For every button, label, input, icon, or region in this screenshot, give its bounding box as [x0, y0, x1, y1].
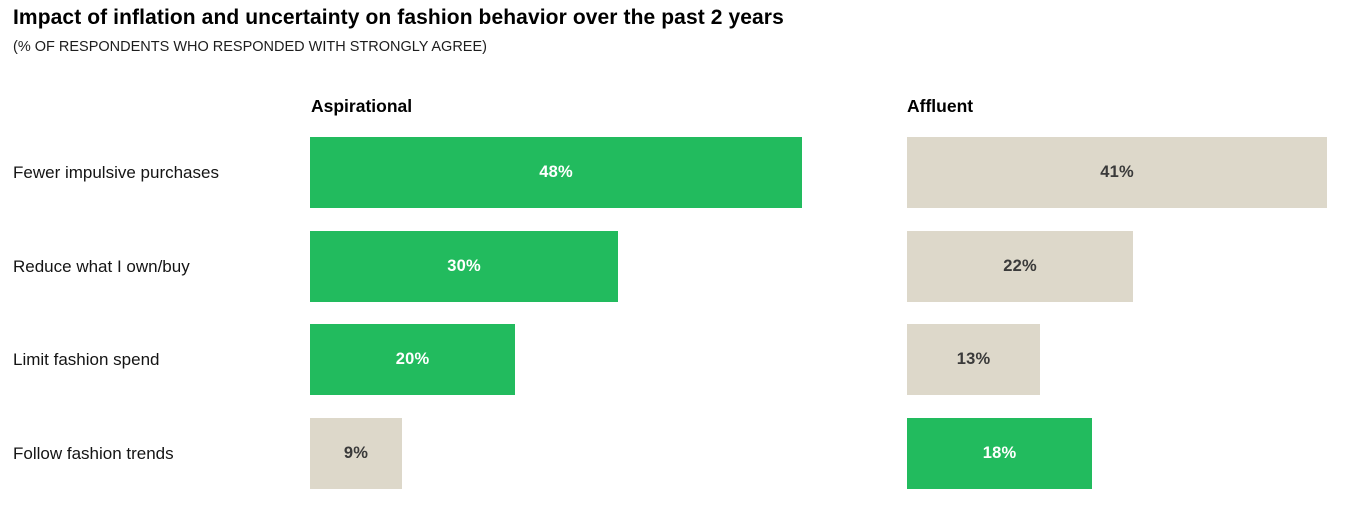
- bar-value-label: 22%: [1003, 257, 1037, 275]
- bar-aspirational: 48%: [310, 137, 802, 208]
- bar-affluent: 18%: [907, 418, 1092, 489]
- bar-value-label: 48%: [539, 163, 573, 181]
- chart-row: Fewer impulsive purchases 48% 41%: [0, 137, 1351, 208]
- bar-value-label: 41%: [1100, 163, 1134, 181]
- category-label: Limit fashion spend: [13, 349, 160, 369]
- bar-value-label: 13%: [956, 350, 991, 368]
- category-label: Reduce what I own/buy: [13, 256, 190, 276]
- category-label: Follow fashion trends: [13, 443, 174, 463]
- group-header-aspirational: Aspirational: [311, 96, 413, 116]
- bar-value-label: 18%: [982, 444, 1017, 462]
- chart-row: Follow fashion trends 9% 18%: [0, 418, 1351, 489]
- category-label: Fewer impulsive purchases: [13, 162, 219, 182]
- bar-value-label: 20%: [395, 350, 430, 368]
- chart-title: Impact of inflation and uncertainty on f…: [13, 6, 784, 29]
- chart-row: Limit fashion spend 20% 13%: [0, 324, 1351, 395]
- bar-value-label: 30%: [447, 257, 481, 275]
- bar-value-label: 9%: [343, 444, 369, 462]
- bar-affluent: 41%: [907, 137, 1327, 208]
- bar-aspirational: 20%: [310, 324, 515, 395]
- chart-subtitle: (% OF RESPONDENTS WHO RESPONDED WITH STR…: [13, 39, 487, 55]
- chart-row: Reduce what I own/buy 30% 22%: [0, 231, 1351, 302]
- bar-aspirational: 30%: [310, 231, 618, 302]
- bar-affluent: 22%: [907, 231, 1133, 302]
- bar-affluent: 13%: [907, 324, 1040, 395]
- bar-aspirational: 9%: [310, 418, 402, 489]
- group-header-affluent: Affluent: [907, 96, 974, 116]
